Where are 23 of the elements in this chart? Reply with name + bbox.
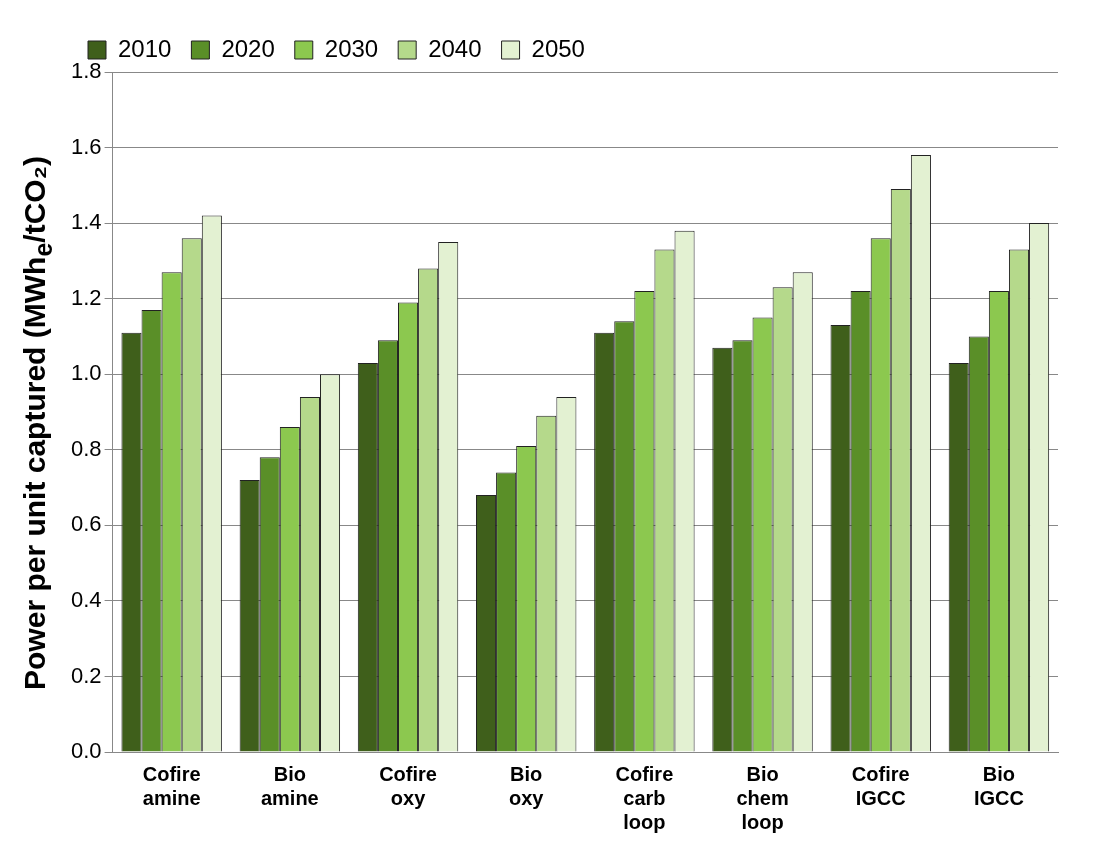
- y-tick-label: 0.4: [70, 586, 102, 612]
- legend-label: 2010: [118, 34, 172, 62]
- x-tick-label: Cofire carb loop: [615, 762, 674, 833]
- legend-label: 2020: [221, 34, 275, 62]
- x-tick-label: Bio IGCC: [973, 762, 1024, 809]
- x-tick-label: Bio chem loop: [736, 762, 789, 833]
- y-tick-label: 0.6: [70, 511, 102, 537]
- y-tick-label: 1.6: [70, 133, 102, 159]
- y-tick-label: 1.4: [70, 209, 102, 235]
- y-tick-label: 1.8: [70, 58, 102, 84]
- legend-label: 2050: [531, 34, 585, 62]
- y-tick-label: 1.0: [70, 360, 102, 386]
- y-tick-label: 0.0: [70, 738, 102, 764]
- y-tick-label: 0.2: [70, 662, 102, 688]
- x-tick-label: Cofire oxy: [379, 762, 437, 809]
- legend-label: 2030: [324, 34, 379, 62]
- x-tick-label: Bio oxy: [508, 762, 545, 809]
- y-tick-label: 0.8: [70, 435, 102, 461]
- legend-label: 2040: [428, 34, 482, 62]
- x-tick-label: Cofire IGCC: [851, 762, 910, 809]
- x-tick-label: Cofire amine: [142, 762, 201, 809]
- y-tick-label: 1.2: [70, 284, 102, 310]
- x-tick-label: Bio amine: [260, 762, 319, 809]
